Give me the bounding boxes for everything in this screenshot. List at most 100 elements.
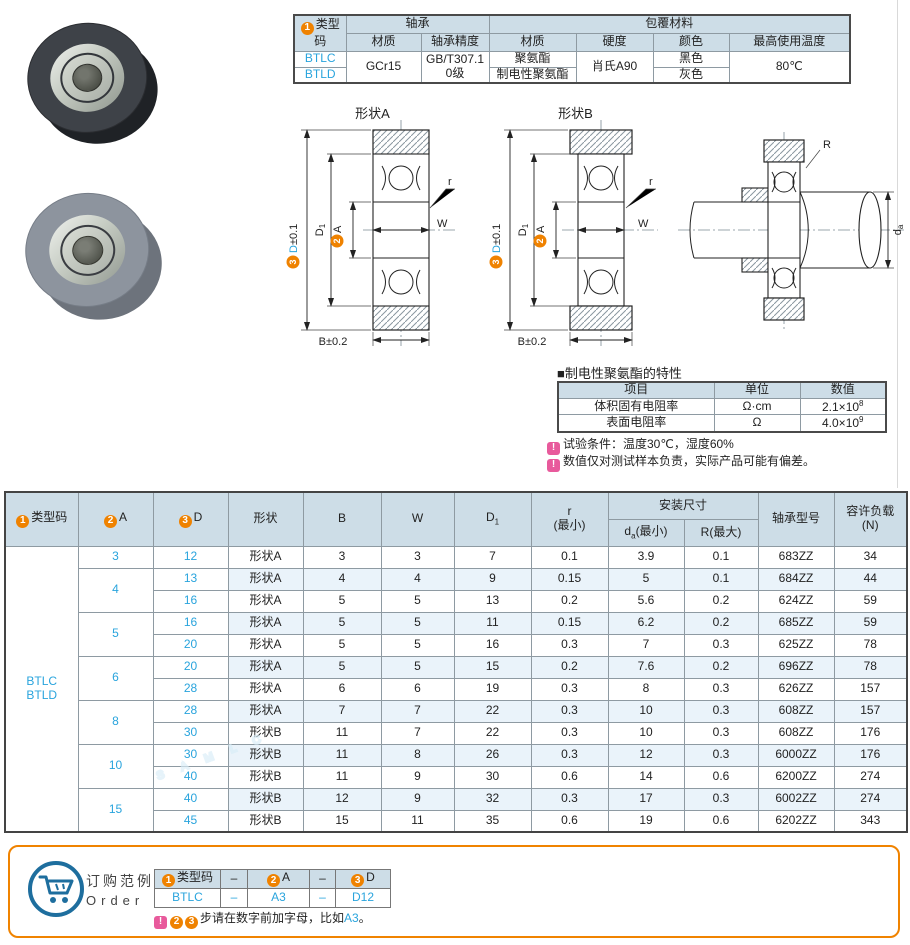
svg-text:3: 3 <box>491 259 501 264</box>
mt-header-da-min: da(最小) <box>607 518 685 547</box>
cell-shape: 形状A <box>227 633 304 657</box>
cell-d1: 11 <box>453 611 532 635</box>
cell-model: 684ZZ <box>757 567 835 591</box>
svg-text:B±0.2: B±0.2 <box>319 336 348 348</box>
circled-3: 3 <box>185 915 198 929</box>
cell-da: 5 <box>607 567 685 591</box>
cell-a: 10 <box>77 743 154 789</box>
cell-w: 7 <box>380 699 455 723</box>
page-divider <box>897 0 898 488</box>
properties-note-2: ! 数值仅对测试样本负责，实际产品可能有偏差。 <box>547 453 815 472</box>
order-header-type-code: 1 类型码 <box>154 869 221 889</box>
cell-d: 30 <box>152 721 229 745</box>
cell-shape: 形状B <box>227 765 304 789</box>
spec-group-coating: 包覆材料 <box>488 14 851 34</box>
cell-model: 6200ZZ <box>757 765 835 789</box>
svg-text:W: W <box>437 218 448 230</box>
cell-r: 0.3 <box>530 787 609 811</box>
props-header-item: 项目 <box>557 381 715 399</box>
spec-header-coat-material: 材质 <box>488 32 577 52</box>
cell-d1: 32 <box>453 787 532 811</box>
cell-w: 6 <box>380 677 455 701</box>
mt-header-r-min: r (最小) <box>530 491 609 547</box>
spec-hardness: 肖氏A90 <box>575 50 654 84</box>
svg-text:3: 3 <box>288 259 298 264</box>
cell-load: 34 <box>833 545 908 569</box>
table-row: 15 40 形状B 12 9 32 0.3 17 0.3 6002ZZ 274 <box>5 787 908 833</box>
spec-code-btld: BTLD <box>293 66 347 84</box>
cell-da: 10 <box>607 699 685 723</box>
cell-d1: 26 <box>453 743 532 767</box>
cell-w: 4 <box>380 567 455 591</box>
cell-load: 59 <box>833 589 908 613</box>
props-value: 2.1×108 <box>799 397 887 416</box>
cell-w: 5 <box>380 611 455 635</box>
props-item-volume-resistivity: 体积固有电阻率 <box>557 397 715 416</box>
cell-d: 16 <box>152 611 229 635</box>
cell-d: 28 <box>152 677 229 701</box>
cell-a: 8 <box>77 699 154 745</box>
cell-w: 9 <box>380 787 455 811</box>
spec-header-max-temp: 最高使用温度 <box>728 32 851 52</box>
cell-load: 59 <box>833 611 908 635</box>
cell-da: 10 <box>607 721 685 745</box>
cell-r: 0.6 <box>530 765 609 789</box>
svg-text:r: r <box>649 176 653 188</box>
diagram-shape-b: 3 D±0.1 D1 2 A W r B±0.2 <box>489 120 658 348</box>
table-row: 20 形状A 5 5 16 0.3 7 0.3 625ZZ 78 <box>5 633 908 657</box>
cell-rmax: 0.3 <box>683 633 759 657</box>
cell-rmax: 0.3 <box>683 787 759 811</box>
cell-model: 6000ZZ <box>757 743 835 767</box>
table-row: 5 16 形状A 5 5 11 0.15 6.2 0.2 685ZZ 59 <box>5 611 908 657</box>
svg-text:D±0.1: D±0.1 <box>288 224 300 253</box>
spec-max-temp: 80℃ <box>728 50 851 84</box>
order-value-a: A3 <box>247 888 310 908</box>
mt-header-b: B <box>302 491 382 547</box>
props-header-value: 数值 <box>799 381 887 399</box>
cell-b: 6 <box>302 677 382 701</box>
cell-b: 3 <box>302 545 382 569</box>
diagram-title-shape-a: 形状A <box>355 106 390 121</box>
spec-color-gray: 灰色 <box>652 66 730 84</box>
cell-load: 274 <box>833 765 908 789</box>
cell-rmax: 0.3 <box>683 721 759 745</box>
circled-1: 1 <box>300 21 314 35</box>
cell-w: 5 <box>380 589 455 613</box>
cell-a: 6 <box>77 655 154 701</box>
order-value-d: D12 <box>335 888 391 908</box>
order-title-cn: 订购范例 <box>86 873 154 889</box>
cell-d1: 30 <box>453 765 532 789</box>
cell-da: 6.2 <box>607 611 685 635</box>
spec-header-type-code: 1 类型码 <box>293 14 347 52</box>
svg-text:B±0.2: B±0.2 <box>518 336 547 348</box>
cell-load: 157 <box>833 677 908 701</box>
cell-shape: 形状B <box>227 743 304 767</box>
cell-d1: 19 <box>453 677 532 701</box>
cell-b: 15 <box>302 809 382 833</box>
table-row: 8 28 形状A 7 7 22 0.3 10 0.3 608ZZ 157 <box>5 699 908 745</box>
cell-w: 8 <box>380 743 455 767</box>
cell-d1: 22 <box>453 699 532 723</box>
cell-b: 11 <box>302 721 382 745</box>
cell-da: 3.9 <box>607 545 685 569</box>
cell-shape: 形状A <box>227 545 304 569</box>
cell-r: 0.3 <box>530 743 609 767</box>
spec-table: 1 类型码 轴承 包覆材料 材质 轴承精度 材质 硬度 颜色 最高使用温度 BTL… <box>293 14 852 84</box>
mt-header-shape: 形状 <box>227 491 304 547</box>
cell-d: 45 <box>152 809 229 833</box>
cell-da: 5.6 <box>607 589 685 613</box>
mt-header-model: 轴承型号 <box>757 491 835 547</box>
cell-w: 5 <box>380 633 455 657</box>
spec-group-bearing: 轴承 <box>345 14 490 34</box>
cell-d: 30 <box>152 743 229 767</box>
order-note: ! 2 3 步请在数字前加字母，比如A3。 <box>154 910 371 929</box>
cell-d: 20 <box>152 633 229 657</box>
cell-rmax: 0.3 <box>683 699 759 723</box>
cell-load: 78 <box>833 655 908 679</box>
cell-w: 11 <box>380 809 455 833</box>
cell-d: 20 <box>152 655 229 679</box>
cell-a: 15 <box>77 787 154 833</box>
cell-load: 78 <box>833 633 908 657</box>
